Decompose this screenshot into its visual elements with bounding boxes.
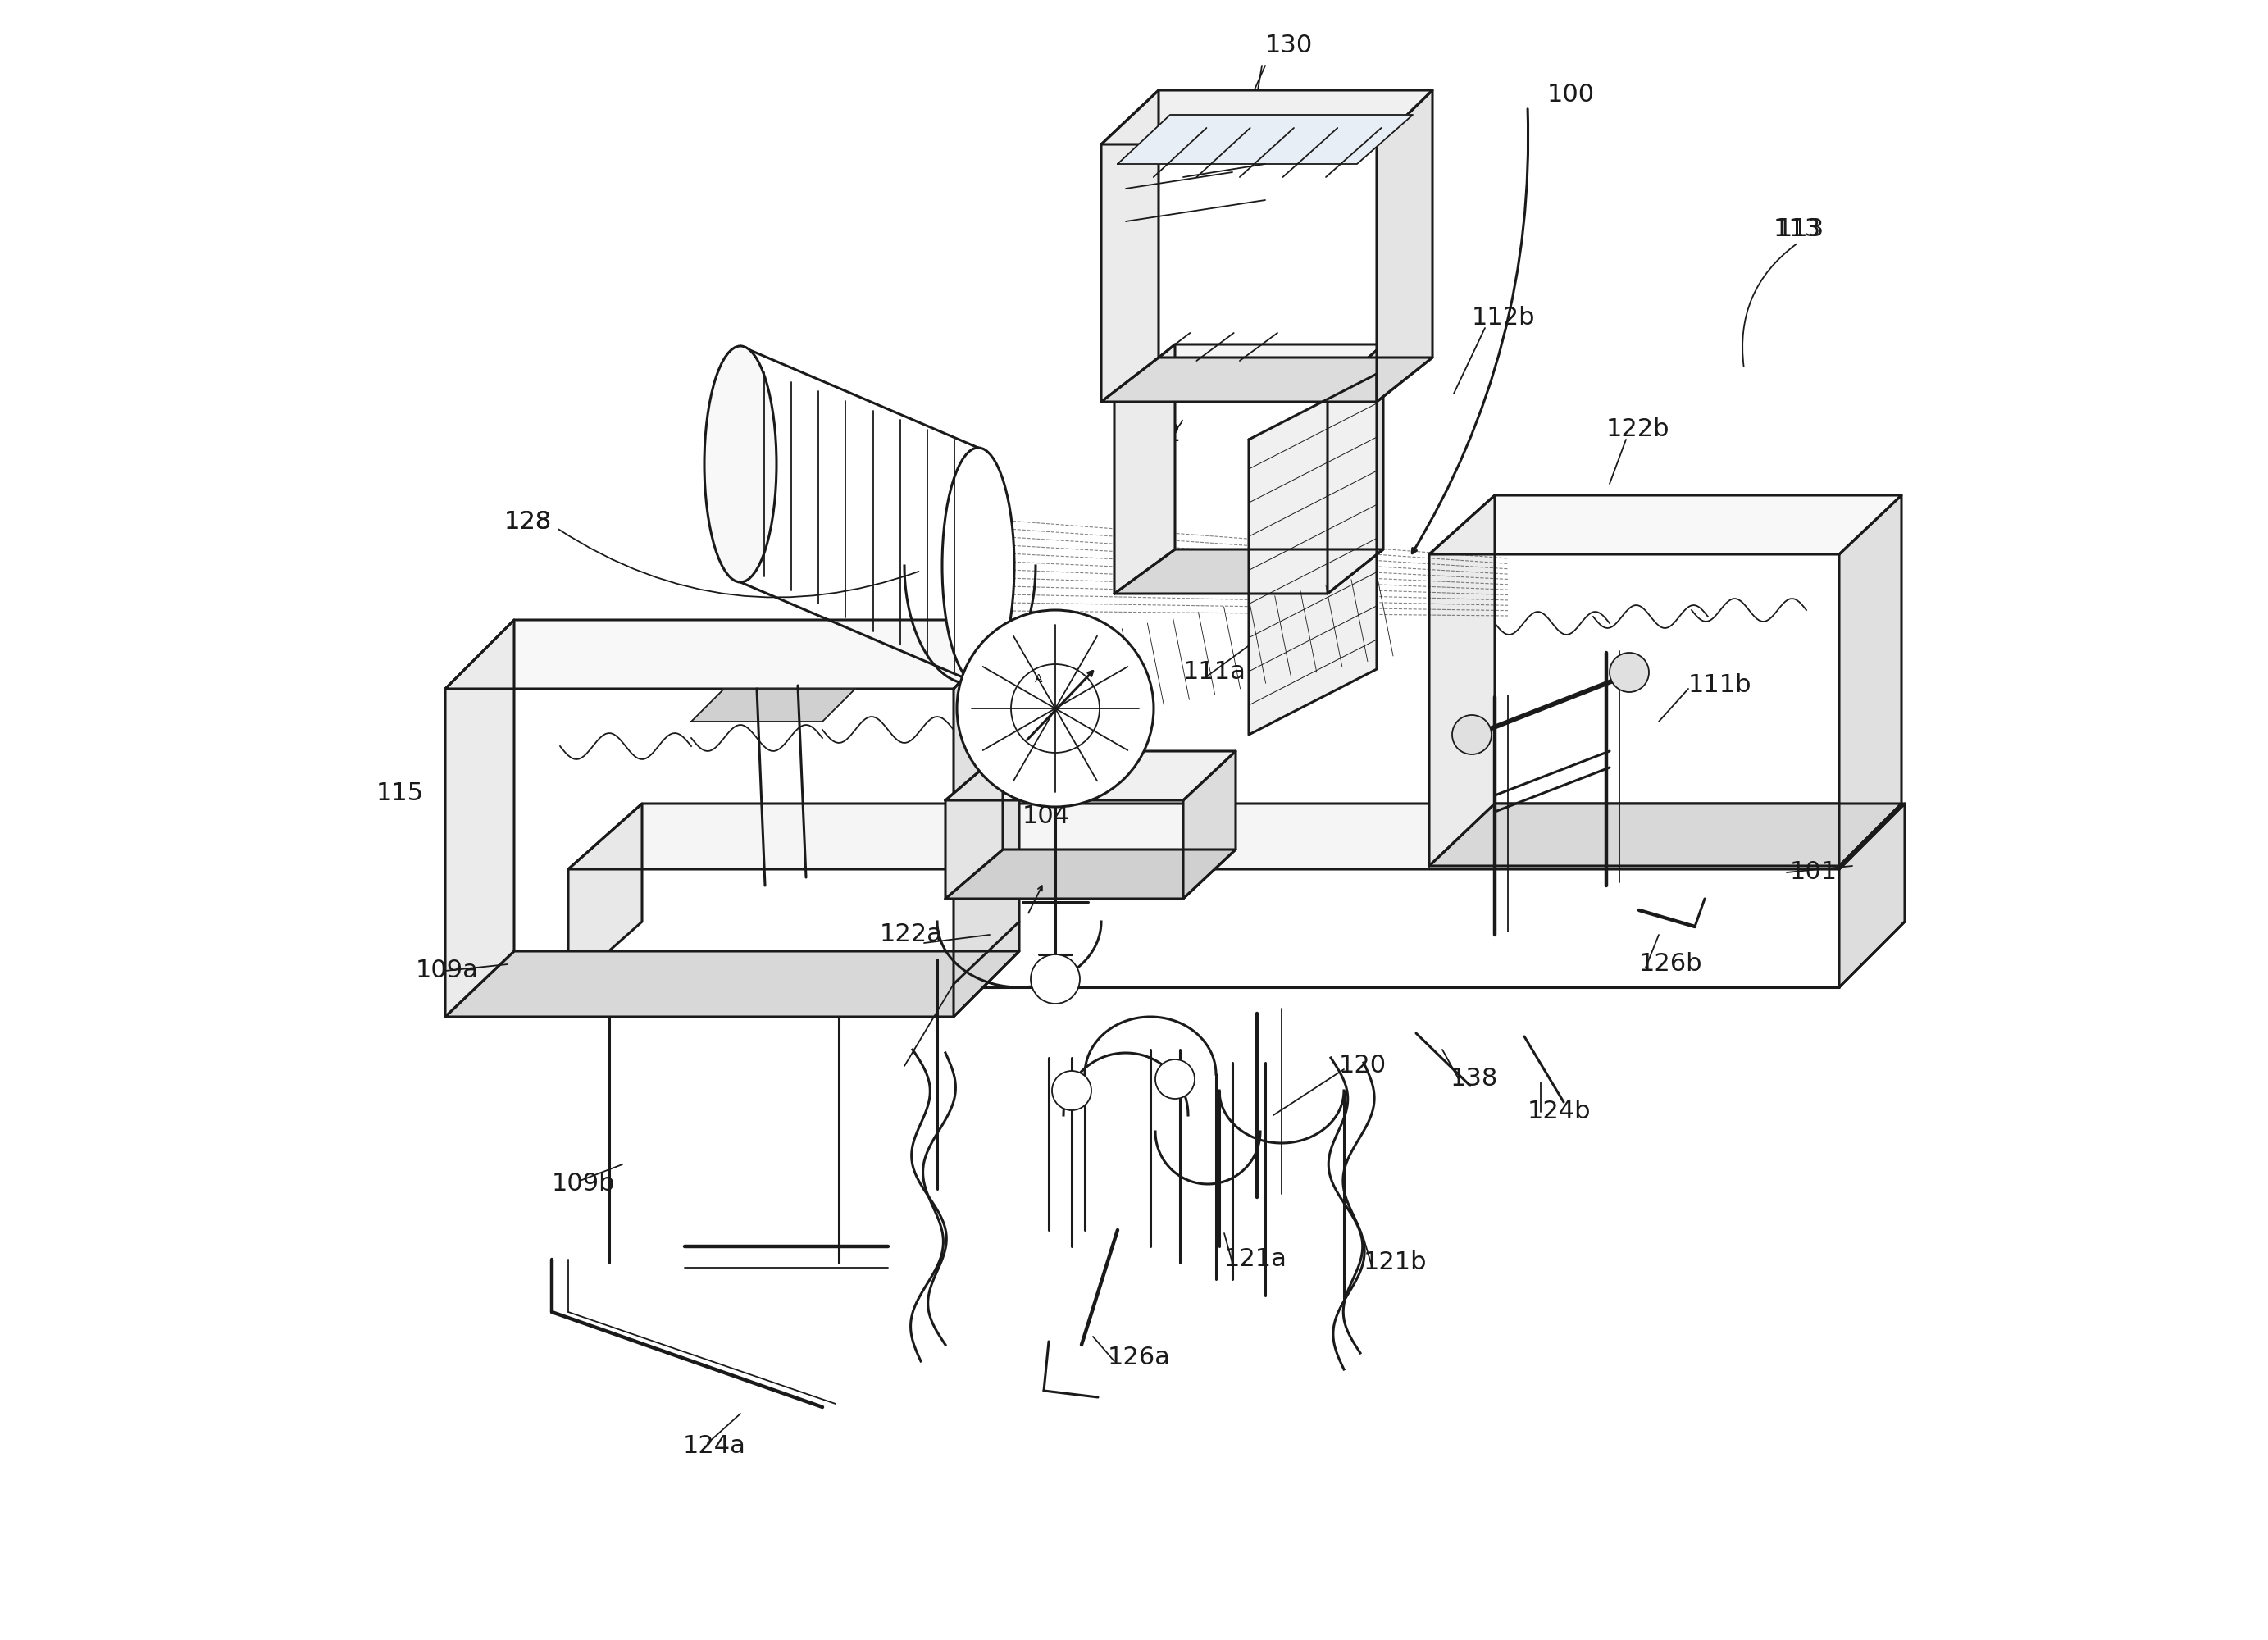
- Circle shape: [1610, 653, 1649, 692]
- Text: 109a: 109a: [415, 959, 479, 982]
- Text: 111a: 111a: [1184, 661, 1245, 684]
- Polygon shape: [1114, 344, 1383, 394]
- Polygon shape: [1118, 115, 1413, 164]
- Text: 120: 120: [1338, 1055, 1386, 1077]
- Text: 113: 113: [1776, 218, 1826, 241]
- Polygon shape: [946, 850, 1236, 899]
- Polygon shape: [1429, 495, 1901, 554]
- Polygon shape: [569, 804, 1905, 869]
- Circle shape: [1452, 715, 1492, 754]
- Polygon shape: [1839, 804, 1905, 987]
- Polygon shape: [1429, 495, 1495, 866]
- Polygon shape: [445, 620, 1018, 689]
- Text: 112b: 112b: [1472, 307, 1535, 330]
- Polygon shape: [953, 620, 1018, 1017]
- Text: 113: 113: [1774, 218, 1821, 241]
- Text: 128: 128: [503, 510, 551, 533]
- Text: 138: 138: [1452, 1068, 1499, 1091]
- Polygon shape: [445, 620, 515, 1017]
- Text: 100: 100: [1547, 84, 1594, 107]
- Polygon shape: [1102, 358, 1433, 402]
- Polygon shape: [1114, 549, 1383, 594]
- Text: 104: 104: [1023, 805, 1070, 828]
- Polygon shape: [946, 751, 1236, 800]
- Circle shape: [1052, 1071, 1091, 1110]
- Text: 115: 115: [376, 782, 424, 805]
- Circle shape: [957, 610, 1154, 807]
- Text: 126a: 126a: [1107, 1346, 1170, 1369]
- Text: 124b: 124b: [1529, 1100, 1592, 1123]
- Text: 132: 132: [1134, 423, 1182, 446]
- Polygon shape: [1429, 804, 1901, 866]
- Text: 121a: 121a: [1225, 1248, 1288, 1271]
- Text: 122a: 122a: [880, 923, 943, 946]
- Polygon shape: [1114, 344, 1175, 594]
- Text: 109b: 109b: [551, 1173, 615, 1196]
- Text: A: A: [1034, 672, 1043, 684]
- Text: 126b: 126b: [1640, 953, 1703, 976]
- Polygon shape: [1327, 344, 1383, 594]
- Polygon shape: [1250, 374, 1377, 735]
- Circle shape: [1154, 1059, 1195, 1099]
- Polygon shape: [1102, 90, 1433, 144]
- Polygon shape: [1184, 751, 1236, 899]
- Text: 128: 128: [503, 510, 551, 533]
- Ellipse shape: [941, 448, 1014, 684]
- Polygon shape: [1102, 90, 1159, 402]
- Polygon shape: [445, 951, 1018, 1017]
- Polygon shape: [1377, 90, 1433, 402]
- Circle shape: [1030, 954, 1080, 1004]
- Text: 122b: 122b: [1606, 418, 1669, 441]
- Ellipse shape: [705, 346, 776, 582]
- Text: 111b: 111b: [1687, 674, 1751, 697]
- Text: 144: 144: [1043, 641, 1091, 664]
- Polygon shape: [946, 751, 1002, 899]
- Text: 121b: 121b: [1363, 1251, 1427, 1274]
- Polygon shape: [1839, 495, 1901, 866]
- Polygon shape: [569, 804, 642, 987]
- Polygon shape: [692, 689, 855, 722]
- Text: 130: 130: [1266, 34, 1313, 57]
- Text: 101: 101: [1789, 861, 1837, 884]
- Text: 124a: 124a: [683, 1435, 746, 1458]
